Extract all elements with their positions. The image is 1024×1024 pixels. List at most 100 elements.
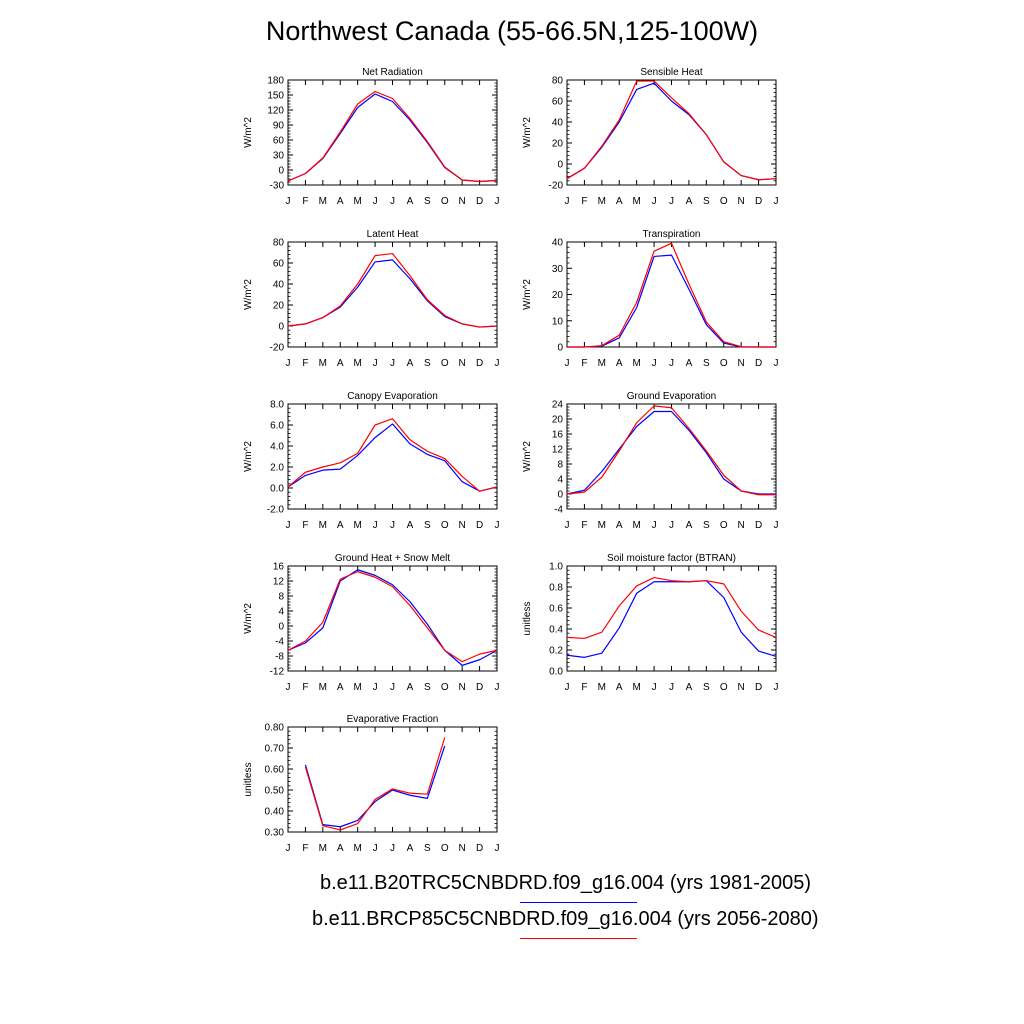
x-tick-label: N <box>738 196 745 207</box>
y-tick-label: 0.2 <box>549 646 563 657</box>
panel-title: Ground Heat + Snow Melt <box>335 553 451 564</box>
series-line-historical <box>287 569 498 666</box>
series-line-future <box>566 80 777 181</box>
panel-title: Soil moisture factor (BTRAN) <box>607 553 736 564</box>
y-tick-label: 0.8 <box>549 583 563 594</box>
x-tick-label: J <box>390 520 395 531</box>
x-tick-label: M <box>353 843 361 854</box>
x-tick-label: F <box>302 520 308 531</box>
panel-evaporative-fraction: Evaporative Fraction unitless 0.30 0.40 0.50… <box>243 714 500 854</box>
x-tick-label: J <box>495 682 500 693</box>
x-tick-label: J <box>652 520 657 531</box>
x-tick-label: M <box>632 520 640 531</box>
x-tick-label: S <box>424 682 431 693</box>
y-tick-label: 40 <box>273 280 285 291</box>
y-tick-label: 90 <box>273 121 285 132</box>
x-tick-label: N <box>459 358 466 369</box>
x-tick-label: O <box>441 196 449 207</box>
series-line-future <box>287 571 498 663</box>
legend-label-future: b.e11.BRCP85C5CNBDRD.f09_g16.004 (yrs 20… <box>312 908 819 930</box>
x-tick-label: F <box>302 358 308 369</box>
x-tick-label: J <box>495 358 500 369</box>
x-tick-label: A <box>686 682 693 693</box>
x-tick-label: J <box>390 843 395 854</box>
y-tick-label: 180 <box>267 76 284 87</box>
x-tick-label: J <box>373 843 378 854</box>
y-tick-label: 0 <box>557 343 563 354</box>
x-tick-label: N <box>738 682 745 693</box>
x-tick-label: J <box>495 843 500 854</box>
x-tick-label: O <box>720 520 728 531</box>
y-tick-label: 80 <box>273 238 285 249</box>
y-tick-label: -4 <box>554 505 563 516</box>
y-tick-label: 150 <box>267 91 284 102</box>
y-tick-label: 2.0 <box>270 463 284 474</box>
legend-label-historical: b.e11.B20TRC5CNBDRD.f09_g16.004 (yrs 198… <box>320 872 812 894</box>
panel-ground-heat-snow-melt: Ground Heat + Snow Melt W/m^2 -12 -8 -4 0 4 8 12… <box>243 553 500 693</box>
x-tick-label: J <box>565 196 570 207</box>
x-tick-label: A <box>407 843 414 854</box>
y-tick-label: 0.50 <box>265 786 285 797</box>
x-tick-label: J <box>286 358 291 369</box>
x-tick-label: J <box>373 358 378 369</box>
x-tick-label: F <box>302 682 308 693</box>
series-line-future <box>304 737 446 831</box>
x-tick-label: J <box>495 196 500 207</box>
y-axis-label: W/m^2 <box>522 279 533 310</box>
y-tick-label: 8.0 <box>270 400 284 411</box>
x-tick-label: J <box>565 358 570 369</box>
y-tick-label: 0.80 <box>265 723 285 734</box>
x-tick-label: J <box>286 843 291 854</box>
y-tick-label: 1.0 <box>549 562 563 573</box>
x-tick-label: J <box>390 682 395 693</box>
x-tick-label: A <box>686 520 693 531</box>
x-tick-label: J <box>373 520 378 531</box>
x-tick-label: A <box>616 520 623 531</box>
y-tick-label: 40 <box>552 118 564 129</box>
panel-title: Sensible Heat <box>640 67 702 78</box>
x-tick-label: J <box>495 520 500 531</box>
x-tick-label: J <box>373 196 378 207</box>
x-tick-label: M <box>319 843 327 854</box>
x-tick-label: A <box>407 520 414 531</box>
plot-frame <box>287 241 498 348</box>
panel-title: Evaporative Fraction <box>347 714 439 725</box>
y-axis-label: unitless <box>243 763 254 797</box>
y-tick-label: 0 <box>278 166 284 177</box>
x-tick-label: J <box>774 196 779 207</box>
x-tick-label: F <box>581 520 587 531</box>
x-tick-label: J <box>286 682 291 693</box>
x-tick-label: J <box>652 358 657 369</box>
plot-frame <box>566 241 777 348</box>
x-tick-label: N <box>459 843 466 854</box>
y-tick-label: 120 <box>267 106 284 117</box>
x-tick-label: O <box>720 196 728 207</box>
x-tick-label: A <box>616 682 623 693</box>
legend-swatch-historical <box>520 902 637 903</box>
y-tick-label: 20 <box>552 139 564 150</box>
y-tick-label: -2.0 <box>267 505 285 516</box>
y-tick-label: 24 <box>552 400 564 411</box>
y-tick-label: 6.0 <box>270 421 284 432</box>
x-tick-label: O <box>720 358 728 369</box>
y-tick-label: 0 <box>278 622 284 633</box>
y-tick-label: 4 <box>278 607 284 618</box>
plot-frame <box>287 726 498 833</box>
x-tick-label: A <box>407 196 414 207</box>
y-tick-label: 40 <box>552 238 564 249</box>
x-tick-label: A <box>337 843 344 854</box>
y-tick-label: 60 <box>273 259 285 270</box>
x-tick-label: J <box>652 682 657 693</box>
x-tick-label: J <box>565 520 570 531</box>
panel-title: Latent Heat <box>367 229 419 240</box>
y-tick-label: 12 <box>552 445 564 456</box>
x-tick-label: A <box>407 682 414 693</box>
y-tick-label: 4.0 <box>270 442 284 453</box>
x-tick-label: M <box>598 682 606 693</box>
x-tick-label: M <box>319 682 327 693</box>
y-tick-label: 0.0 <box>549 667 563 678</box>
y-tick-label: 20 <box>273 301 285 312</box>
